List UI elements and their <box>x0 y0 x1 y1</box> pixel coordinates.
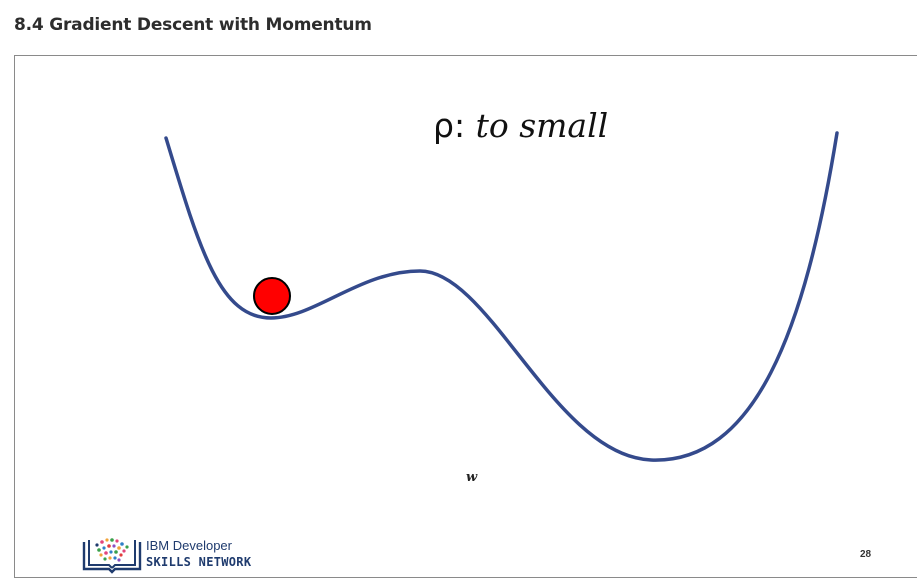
slide-title-symbol: ρ: <box>433 106 466 145</box>
ibm-skills-network-logo-icon <box>82 538 142 574</box>
loss-curve <box>164 131 839 462</box>
loss-curve-plot <box>164 131 839 462</box>
ball <box>253 277 291 315</box>
slide-title: ρ: to small <box>433 106 608 145</box>
logo-text-ibm-developer: IBM Developer <box>146 538 232 553</box>
slide-page-number: 28 <box>860 549 872 560</box>
slide-title-text: to small <box>475 106 609 145</box>
lecture-slide: ρ: to small w IBM Developer <box>14 55 917 578</box>
x-axis-label: w <box>466 470 478 485</box>
section-heading: 8.4 Gradient Descent with Momentum <box>14 15 372 35</box>
logo-text-skills-network: SKILLS NETWORK <box>146 555 252 569</box>
